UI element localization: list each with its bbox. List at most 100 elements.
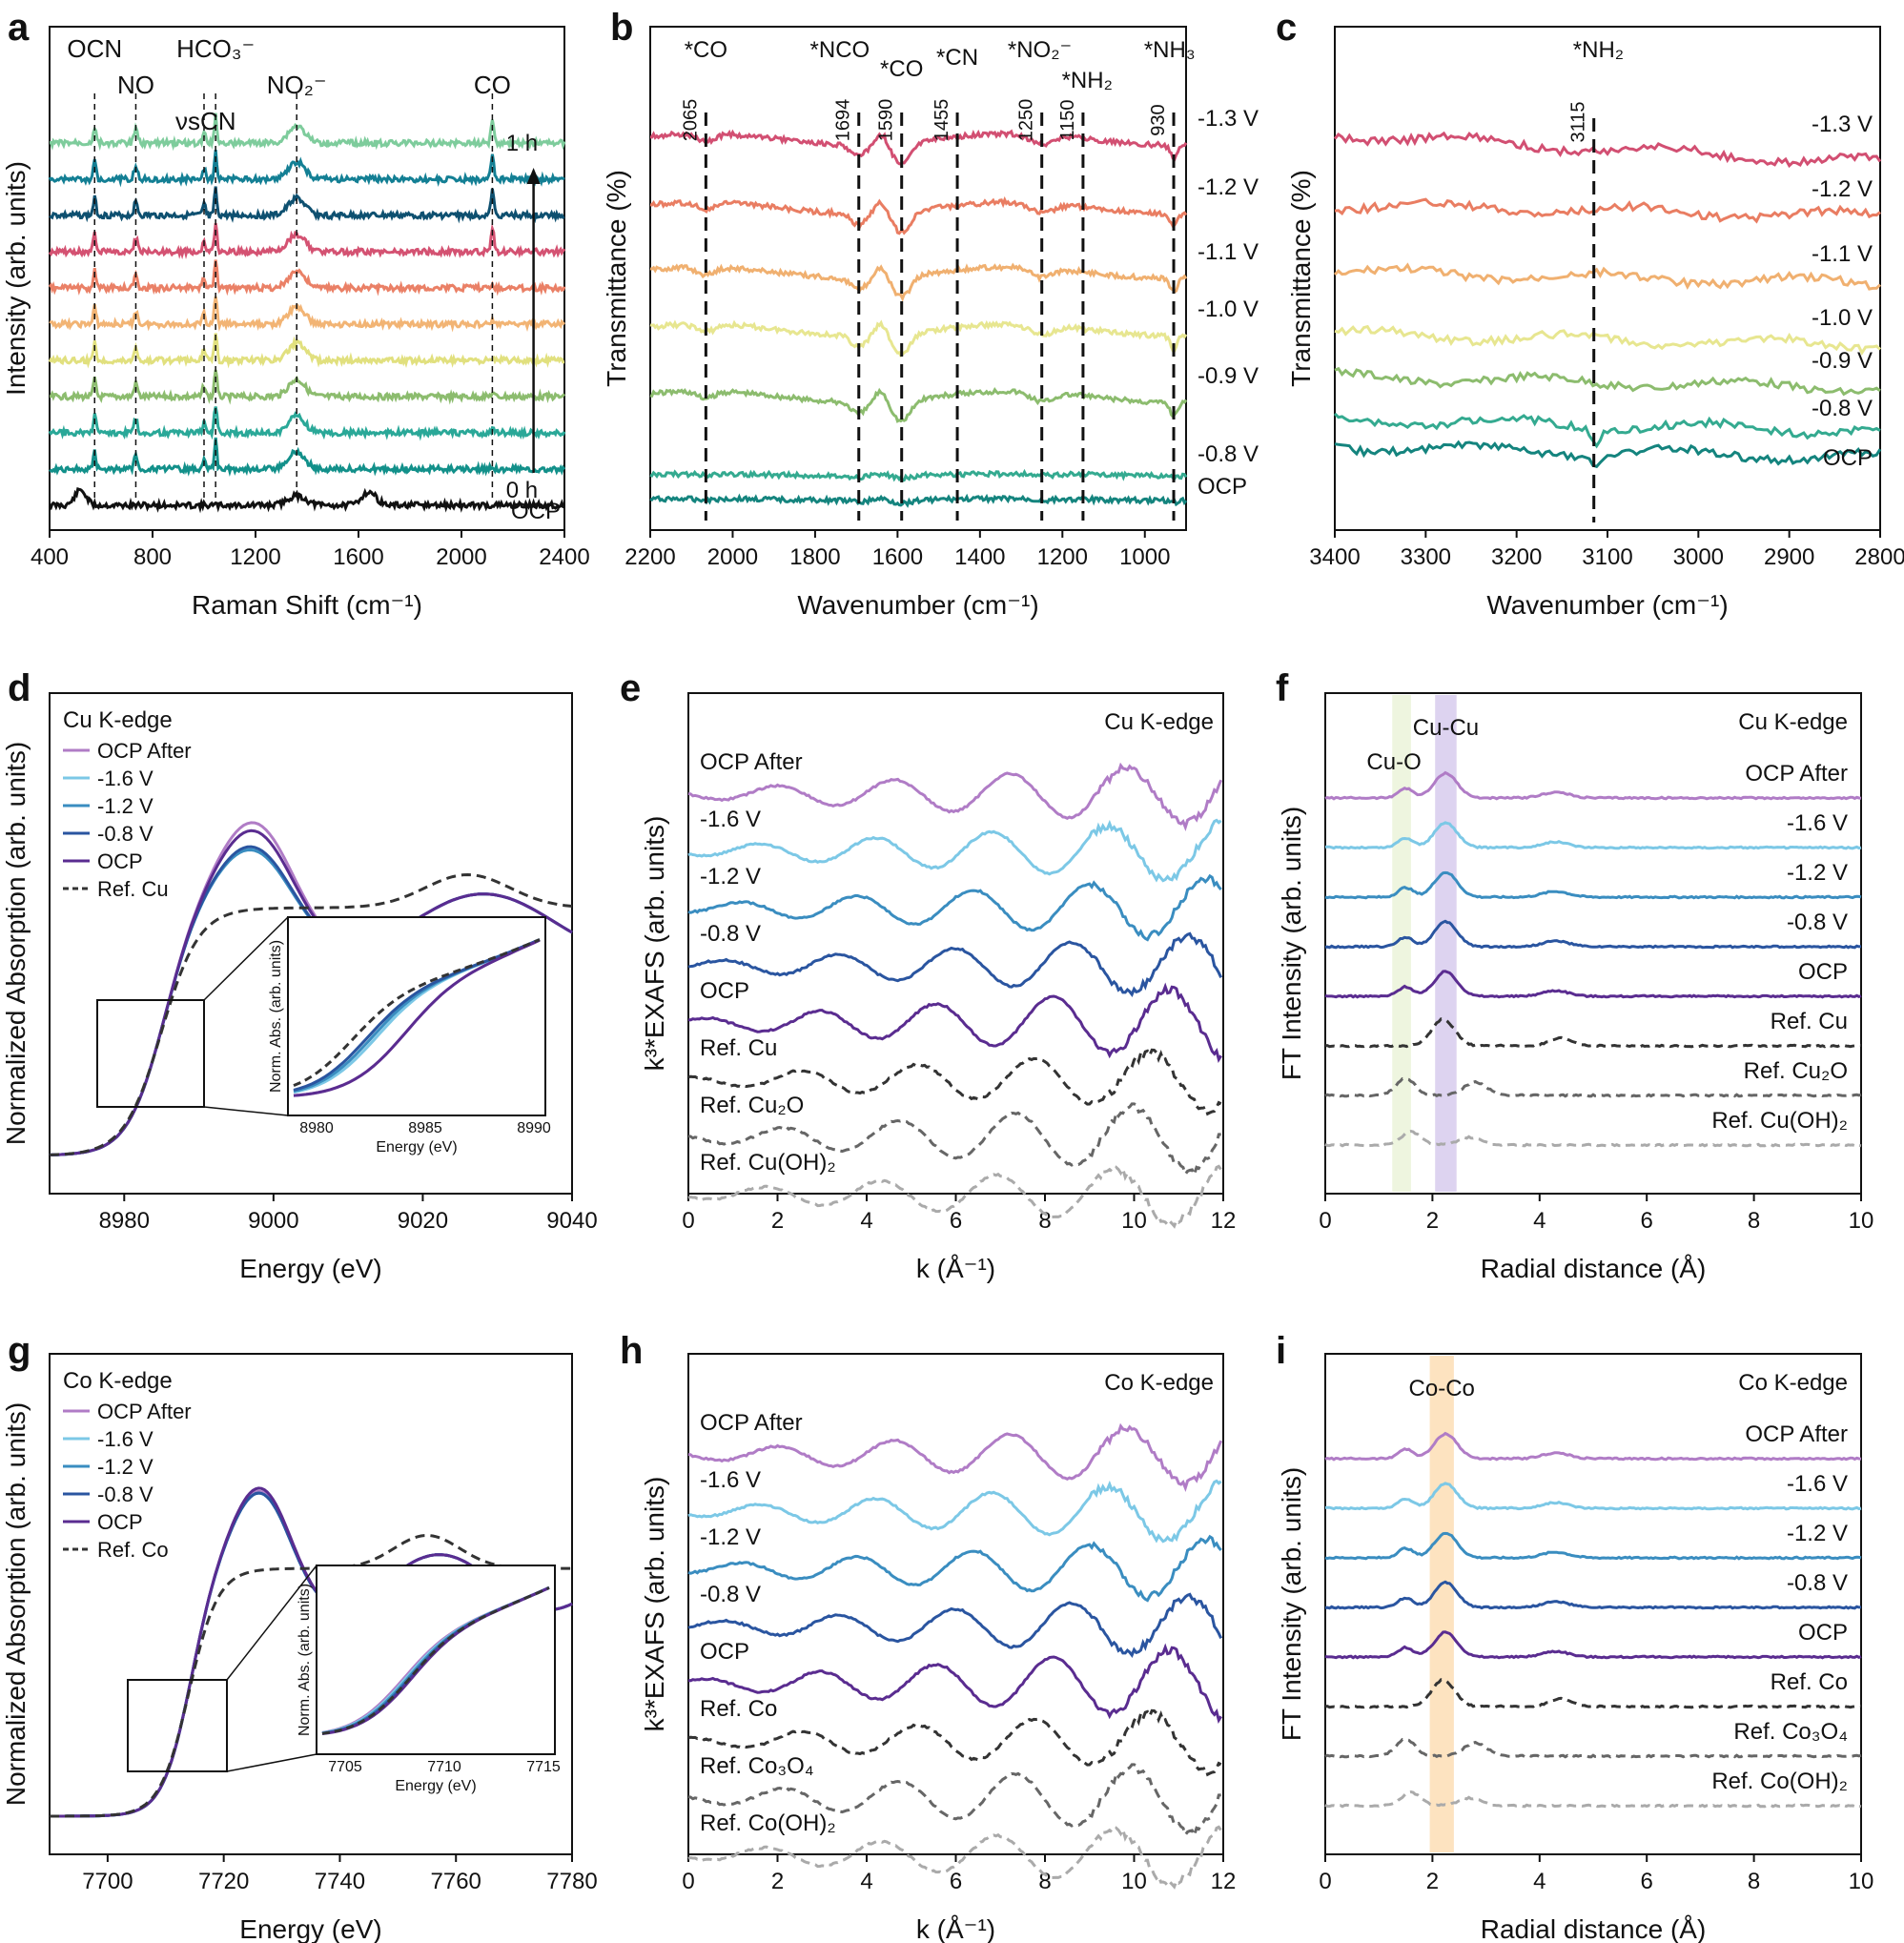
plot-frame	[1324, 692, 1862, 1195]
series-label: -1.0 V	[1812, 305, 1873, 331]
x-tick-label: 4	[860, 1869, 872, 1894]
series-label: OCP	[1823, 445, 1873, 471]
panel-title: Cu K-edge	[63, 707, 173, 733]
x-axis-label: k (Å⁻¹)	[916, 1254, 995, 1283]
legend-label: -1.2 V	[97, 1455, 154, 1479]
series-line	[49, 186, 565, 224]
series-label: OCP After	[1745, 1421, 1848, 1447]
zoom-connector	[226, 1565, 317, 1681]
x-tick-label: 0	[682, 1208, 694, 1234]
series-line	[649, 493, 1188, 508]
band-label: Co-Co	[1409, 1376, 1475, 1401]
x-tick-label: 2000	[707, 544, 758, 570]
legend-label: -0.8 V	[97, 822, 154, 846]
x-tick-label: 1000	[1119, 544, 1170, 570]
inset-frame	[316, 1565, 556, 1755]
x-tick-label: 10	[1121, 1869, 1147, 1894]
series-label: Ref. Cu	[700, 1035, 777, 1061]
x-tick-label: 10	[1849, 1869, 1874, 1894]
marker-value: 1455	[932, 99, 952, 142]
x-tick-label: 2	[1426, 1208, 1439, 1234]
series-line	[649, 387, 1188, 423]
legend-label: Ref. Co	[97, 1538, 169, 1562]
series-line	[687, 818, 1222, 883]
inset-x-label: Energy (eV)	[376, 1139, 457, 1156]
inset-series	[293, 938, 541, 1097]
inset-y-label: Norm. Abs. (arb. units)	[268, 940, 284, 1093]
legend-label: OCP	[97, 849, 143, 873]
panel-letter: b	[610, 7, 633, 49]
panel-title: Co K-edge	[1738, 1370, 1848, 1396]
series-label: OCP After	[700, 749, 803, 775]
series-label: OCP	[700, 1639, 749, 1665]
peak-label: NO	[117, 71, 154, 99]
series-line	[1324, 1737, 1862, 1759]
series-label: Ref. Co(OH)₂	[700, 1810, 836, 1836]
panel-letter: e	[620, 667, 641, 709]
series-line	[687, 1643, 1222, 1724]
series-line	[687, 1102, 1221, 1179]
marker-value: 2065	[680, 99, 701, 142]
species-label: *NH₂	[1062, 68, 1113, 93]
species-label: *NO₂⁻	[1008, 37, 1072, 63]
series-line	[687, 762, 1223, 832]
series-label: -0.8 V	[1812, 396, 1873, 421]
x-tick-label: 2	[771, 1208, 784, 1234]
panel-letter: i	[1276, 1330, 1286, 1372]
time-arrow-head	[526, 168, 541, 184]
x-tick-label: 2200	[624, 544, 675, 570]
x-tick-label: 400	[31, 544, 69, 570]
x-tick-label: 8	[1038, 1208, 1051, 1234]
series-line	[1333, 262, 1882, 291]
series-line	[49, 112, 566, 152]
series-label: -1.3 V	[1812, 112, 1873, 137]
series-line	[649, 319, 1188, 358]
panel-letter: h	[620, 1330, 643, 1372]
series-line	[1324, 1678, 1862, 1709]
series-label: OCP	[700, 978, 749, 1004]
series-line	[49, 437, 566, 477]
band-label: Cu-Cu	[1413, 715, 1479, 741]
series-line	[1324, 1482, 1862, 1511]
series-line	[1324, 821, 1862, 850]
panel-letter: a	[8, 7, 30, 49]
peak-label: νsCN	[175, 107, 236, 135]
x-tick-label: 3200	[1491, 544, 1542, 570]
y-axis-label: k³*EXAFS (arb. units)	[640, 816, 669, 1072]
panel-c: c 3400 3300 3200 3100 3000 2900 2800 Wavenumber …	[1276, 7, 1904, 620]
legend-label: OCP	[97, 1510, 143, 1534]
x-tick-label: 8	[1748, 1208, 1760, 1234]
x-axis-label: Raman Shift (cm⁻¹)	[192, 590, 422, 620]
x-tick-label: 4	[1533, 1208, 1546, 1234]
x-axis-label: Energy (eV)	[239, 1254, 381, 1283]
series-line	[1333, 412, 1881, 449]
species-label: *CO	[880, 56, 923, 82]
y-axis-label: Transmittance (%)	[1286, 170, 1316, 387]
x-tick-label: 6	[950, 1208, 962, 1234]
x-axis-label: Radial distance (Å)	[1481, 1254, 1707, 1283]
region-band	[1392, 695, 1411, 1192]
inset-tick: 8990	[517, 1120, 551, 1136]
zoom-connector	[203, 916, 289, 1001]
x-tick-label: 1400	[954, 544, 1005, 570]
y-axis-label: Normalized Absorption (arb. units)	[1, 742, 31, 1145]
x-tick-label: 7720	[198, 1869, 249, 1894]
x-tick-label: 0	[682, 1869, 694, 1894]
series-line	[1324, 1790, 1862, 1809]
series-line	[687, 1164, 1222, 1229]
series-label: -1.6 V	[1787, 810, 1848, 836]
marker-value: 1694	[833, 99, 854, 142]
series-line	[687, 982, 1222, 1063]
series-label: Ref. Co(OH)₂	[1711, 1769, 1848, 1794]
x-tick-label: 7780	[546, 1869, 597, 1894]
panel-i: i 0 2 4 6 8 10 Radial distance (Å) FT Intensity …	[1276, 1330, 1873, 1943]
x-tick-label: 2000	[436, 544, 486, 570]
series-line	[1324, 1531, 1862, 1561]
series-line	[49, 369, 566, 405]
panel-a: a 400 800 1200 1600 2000 2400 Raman Shift (cm⁻¹…	[1, 7, 590, 620]
series-line	[649, 129, 1188, 166]
panel-letter: d	[8, 667, 31, 709]
series-line	[1324, 970, 1862, 999]
legend-label: -1.6 V	[97, 1427, 154, 1451]
